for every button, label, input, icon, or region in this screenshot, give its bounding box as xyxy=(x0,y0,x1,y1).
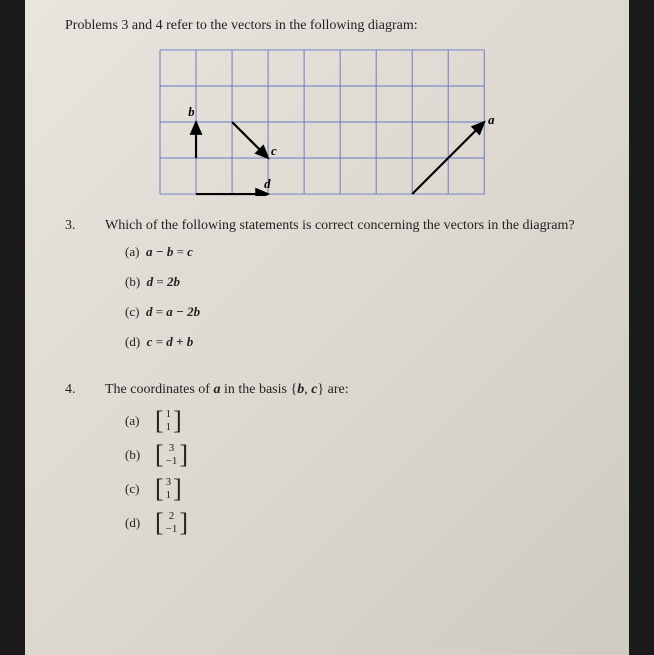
choice-4a: (a) [11] xyxy=(125,408,589,434)
choice-4b-vector: [3−1] xyxy=(155,442,188,468)
vector-diagram: b d c a xyxy=(142,48,512,196)
svg-text:b: b xyxy=(188,105,194,119)
choice-3b-right: 2b xyxy=(167,274,180,289)
svg-text:a: a xyxy=(488,113,495,127)
choice-3d-label: (d) xyxy=(125,334,140,349)
choice-4b-label: (b) xyxy=(125,447,151,463)
problem-3-stem: Which of the following statements is cor… xyxy=(105,218,575,234)
choice-4c-vector: [31] xyxy=(155,476,182,502)
problem-4-number: 4. xyxy=(65,382,105,398)
choice-4a-vector: [11] xyxy=(155,408,182,434)
choice-3a: (a) a − b = c xyxy=(125,244,589,260)
choice-4d-label: (d) xyxy=(125,515,151,531)
choice-3c-right: a − 2b xyxy=(166,304,200,319)
svg-text:c: c xyxy=(271,144,277,158)
choice-3d-right: d + b xyxy=(166,334,193,349)
choice-4c: (c) [31] xyxy=(125,476,589,502)
intro-text: Problems 3 and 4 refer to the vectors in… xyxy=(65,18,589,34)
choice-3b: (b) d = 2b xyxy=(125,274,589,290)
choice-3b-label: (b) xyxy=(125,274,140,289)
svg-text:d: d xyxy=(264,177,271,191)
choice-4c-label: (c) xyxy=(125,481,151,497)
choice-3c-label: (c) xyxy=(125,304,139,319)
choice-3a-label: (a) xyxy=(125,244,139,259)
problem-3: 3. Which of the following statements is … xyxy=(65,218,589,234)
choice-3d: (d) c = d + b xyxy=(125,334,589,350)
choice-4a-label: (a) xyxy=(125,413,151,429)
diagram-container: b d c a xyxy=(65,48,589,196)
problem-3-choices: (a) a − b = c (b) d = 2b (c) d = a − 2b … xyxy=(125,244,589,350)
problem-3-number: 3. xyxy=(65,218,105,234)
choice-3a-right: c xyxy=(187,244,193,259)
choice-3c: (c) d = a − 2b xyxy=(125,304,589,320)
problem-4: 4. The coordinates of a in the basis {b,… xyxy=(65,382,589,398)
choice-4d: (d) [2−1] xyxy=(125,510,589,536)
problem-4-choices: (a) [11] (b) [3−1] (c) [31] (d) [2−1] xyxy=(125,408,589,536)
choice-4d-vector: [2−1] xyxy=(155,510,188,536)
choice-3a-left: a − b xyxy=(146,244,173,259)
problem-4-stem: The coordinates of a in the basis {b, c}… xyxy=(105,382,349,398)
page: Problems 3 and 4 refer to the vectors in… xyxy=(25,0,629,655)
choice-4b: (b) [3−1] xyxy=(125,442,589,468)
